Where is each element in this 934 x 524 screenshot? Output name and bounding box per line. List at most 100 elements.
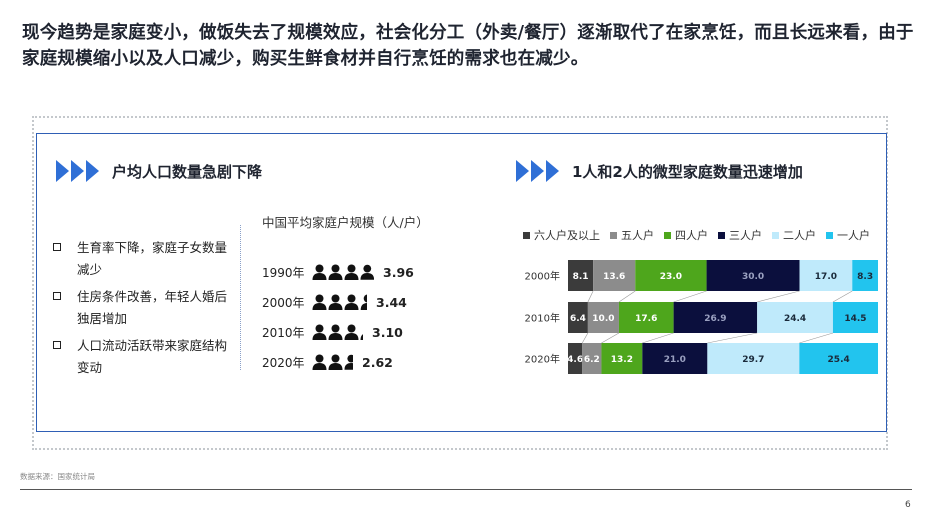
data-label: 30.0: [742, 272, 764, 282]
person-icon: [312, 324, 327, 340]
data-label: 29.7: [742, 355, 764, 365]
left-section-title: 户均人口数量急剧下降: [56, 160, 262, 182]
bar-segment: [601, 343, 643, 374]
household-row: 2010年 3.10: [262, 322, 403, 342]
data-label: 8.3: [857, 272, 873, 282]
household-year: 2000年: [262, 295, 305, 310]
person-icon: [344, 294, 359, 310]
data-label: 6.4: [570, 314, 586, 324]
data-label: 17.6: [635, 314, 657, 324]
right-section-title: 1人和2人的微型家庭数量迅速增加: [516, 160, 803, 182]
household-value: 3.96: [383, 264, 414, 280]
household-year: 2020年: [262, 355, 305, 370]
data-label: 25.4: [828, 355, 850, 365]
bar-segment: [832, 302, 878, 333]
legend-label: 二人户: [783, 229, 816, 242]
data-label: 26.9: [704, 314, 726, 324]
series-connector: [581, 332, 589, 344]
legend-label: 五人户: [621, 229, 654, 242]
headline: 现今趋势是家庭变小，做饭失去了规模效应，社会化分工（外卖/餐厅）逐渐取代了在家烹…: [22, 23, 914, 69]
chart-legend: 六人户及以上 五人户 四人户 三人户 二人户 一人户: [523, 227, 880, 243]
stacked-bar-chart: 2000年 8.1 13.6 23.0 30.0 17.0 8.3 2010年 6.4 10.0 1…: [525, 260, 878, 374]
bar-segment: [799, 260, 853, 291]
data-label: 13.6: [603, 272, 625, 282]
person-icon: [328, 354, 343, 370]
household-year: 2010年: [262, 325, 305, 340]
bullet-item: 住房条件改善，年轻人婚后独居增加: [53, 286, 233, 330]
square-bullet-icon: [53, 292, 61, 300]
dotted-divider: [240, 225, 241, 370]
person-icon: [344, 354, 353, 370]
bar-segment: [568, 343, 583, 374]
bar-segment: [618, 302, 674, 333]
people-icons: [312, 264, 375, 280]
bar-segment: [707, 343, 800, 374]
series-connector: [832, 290, 853, 303]
category-label: 2010年: [525, 312, 560, 325]
bar-segment: [706, 260, 800, 291]
legend-item: 四人户: [664, 227, 708, 243]
data-label: 8.1: [573, 272, 589, 282]
person-icon: [344, 264, 359, 280]
household-value: 2.62: [362, 354, 393, 370]
people-icons: [312, 354, 354, 370]
category-label: 2000年: [525, 270, 560, 283]
legend-swatch: [610, 231, 617, 239]
bar-segment: [642, 343, 708, 374]
bullet-text: 人口流动活跃带来家庭结构变动: [77, 338, 228, 375]
legend-swatch: [826, 231, 833, 239]
legend-item: 六人户及以上: [523, 227, 600, 243]
legend-label: 三人户: [729, 229, 762, 242]
data-label: 10.0: [592, 314, 614, 324]
series-connector: [642, 332, 674, 344]
person-icon: [312, 354, 327, 370]
household-row: 2000年 3.44: [262, 292, 407, 312]
household-year: 1990年: [262, 265, 305, 280]
category-label: 2020年: [525, 353, 560, 366]
bar-segment: [593, 260, 636, 291]
bar-segment: [568, 302, 588, 333]
household-row: 1990年 3.96: [262, 262, 414, 282]
legend-label: 一人户: [837, 229, 870, 242]
right-section-title-text: 1人和2人的微型家庭数量迅速增加: [572, 162, 803, 181]
legend-item: 三人户: [718, 227, 762, 243]
bar-segment: [587, 302, 619, 333]
bullet-text: 生育率下降，家庭子女数量减少: [77, 240, 228, 277]
people-icons: [312, 324, 364, 340]
data-label: 17.0: [815, 272, 837, 282]
person-icon: [328, 264, 343, 280]
series-connector: [673, 290, 707, 303]
page-number: 6: [905, 500, 911, 510]
bar-segment: [673, 302, 758, 333]
square-bullet-icon: [53, 341, 61, 349]
person-icon: [360, 294, 367, 310]
bullet-item: 生育率下降，家庭子女数量减少: [53, 237, 233, 281]
data-source: 数据来源：国家统计局: [20, 472, 95, 481]
series-connector: [618, 290, 636, 303]
bullet-text: 住房条件改善，年轻人婚后独居增加: [77, 289, 228, 326]
bar-segment: [852, 260, 878, 291]
bullet-list: 生育率下降，家庭子女数量减少 住房条件改善，年轻人婚后独居增加 人口流动活跃带来…: [53, 237, 233, 384]
series-connector: [757, 290, 800, 303]
legend-item: 一人户: [826, 227, 870, 243]
bar-segment: [757, 302, 833, 333]
bar-segment: [799, 343, 878, 374]
data-label: 6.2: [584, 355, 600, 365]
person-icon: [328, 324, 343, 340]
series-connector: [707, 332, 758, 344]
household-value: 3.44: [376, 294, 407, 310]
person-icon: [328, 294, 343, 310]
household-row: 2020年 2.62: [262, 352, 393, 372]
legend-item: 二人户: [772, 227, 816, 243]
legend-swatch: [664, 231, 671, 239]
data-label: 14.5: [844, 314, 866, 324]
people-icons: [312, 294, 368, 310]
legend-swatch: [772, 231, 779, 239]
bar-segment: [568, 260, 594, 291]
person-icon: [312, 264, 327, 280]
legend-swatch: [523, 231, 530, 239]
person-icon: [312, 294, 327, 310]
bar-segment: [635, 260, 707, 291]
triple-arrow-icon: [56, 160, 102, 182]
bullet-item: 人口流动活跃带来家庭结构变动: [53, 335, 233, 379]
